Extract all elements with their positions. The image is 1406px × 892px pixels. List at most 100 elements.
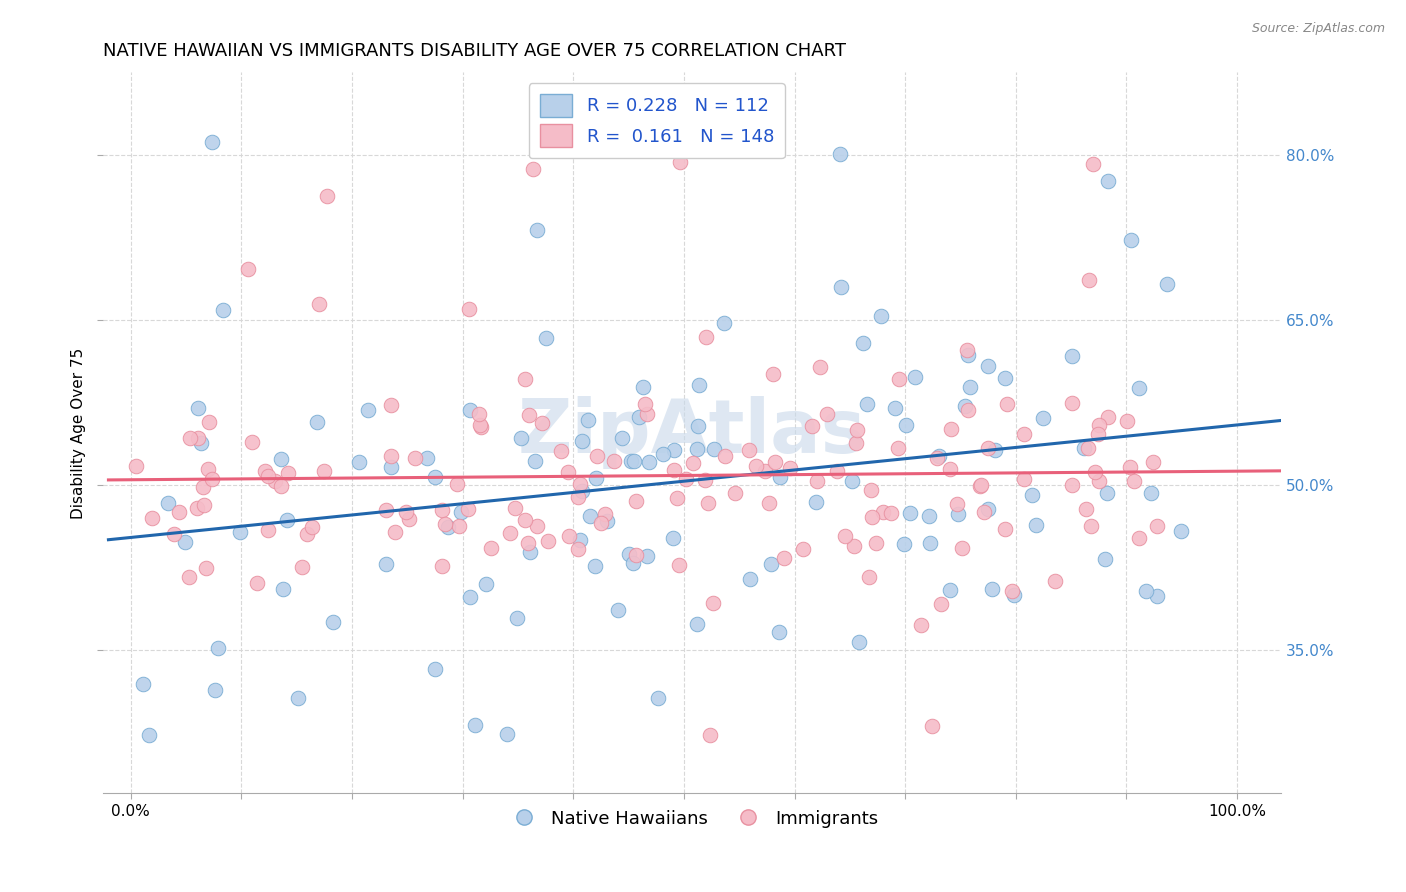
Point (627, 410, 650, 425)
Point (254, 464, 277, 478)
Point (675, 472, 697, 486)
Text: Source: ZipAtlas.com: Source: ZipAtlas.com (1251, 22, 1385, 36)
Legend: Native Hawaiians, Immigrants: Native Hawaiians, Immigrants (499, 802, 886, 835)
Point (1123, 475, 1146, 489)
Point (1140, 486, 1163, 500)
Point (623, 454, 645, 468)
Point (479, 541, 502, 555)
Point (754, 464, 776, 478)
Point (132, 677, 155, 691)
Point (211, 302, 233, 317)
Point (468, 418, 491, 433)
Point (308, 297, 330, 311)
Point (186, 501, 208, 516)
Point (918, 536, 941, 550)
Point (1156, 277, 1178, 291)
Point (201, 472, 224, 486)
Point (950, 541, 973, 555)
Point (815, 407, 838, 421)
Point (984, 443, 1007, 458)
Point (173, 534, 195, 549)
Point (761, 367, 783, 381)
Point (860, 510, 883, 524)
Point (714, 449, 737, 463)
Point (633, 379, 655, 393)
Point (593, 508, 616, 522)
Text: ZipAtlas: ZipAtlas (517, 396, 866, 469)
Point (904, 370, 927, 384)
Point (530, 416, 553, 430)
Point (668, 155, 690, 169)
Point (287, 690, 309, 705)
Point (620, 454, 643, 468)
Point (1084, 465, 1107, 479)
Point (686, 419, 709, 434)
Point (697, 496, 720, 510)
Point (884, 401, 907, 415)
Point (446, 477, 468, 491)
Point (228, 525, 250, 540)
Point (1097, 410, 1119, 425)
Point (558, 529, 581, 543)
Point (682, 456, 704, 470)
Point (141, 511, 163, 525)
Point (825, 465, 848, 479)
Point (808, 360, 831, 375)
Point (842, 539, 865, 553)
Point (513, 371, 536, 385)
Point (637, 455, 659, 469)
Point (880, 506, 903, 520)
Point (768, 470, 790, 484)
Point (1002, 588, 1025, 602)
Point (1094, 552, 1116, 566)
Point (1146, 519, 1168, 533)
Point (193, 498, 215, 512)
Point (395, 505, 418, 519)
Point (1074, 502, 1097, 516)
Point (569, 533, 592, 548)
Point (910, 618, 932, 632)
Point (163, 527, 186, 541)
Point (585, 470, 607, 484)
Point (349, 455, 371, 469)
Point (167, 505, 190, 519)
Y-axis label: Disability Age Over 75: Disability Age Over 75 (72, 347, 86, 518)
Point (571, 434, 593, 448)
Point (138, 728, 160, 742)
Point (526, 518, 548, 533)
Point (661, 531, 683, 545)
Point (1088, 475, 1111, 489)
Point (939, 461, 962, 475)
Point (994, 371, 1017, 385)
Point (806, 475, 828, 489)
Point (724, 486, 747, 500)
Point (1128, 532, 1150, 546)
Point (870, 309, 893, 323)
Point (270, 479, 292, 493)
Point (524, 454, 547, 468)
Point (859, 483, 882, 498)
Point (384, 524, 406, 539)
Point (510, 431, 533, 445)
Point (759, 557, 782, 571)
Point (271, 582, 294, 596)
Point (470, 419, 492, 434)
Point (662, 443, 685, 458)
Point (450, 505, 472, 519)
Point (264, 474, 287, 488)
Point (515, 513, 537, 527)
Point (322, 615, 344, 629)
Point (887, 442, 910, 456)
Point (458, 590, 481, 604)
Point (1081, 157, 1104, 171)
Point (603, 453, 626, 467)
Point (1060, 349, 1083, 363)
Point (191, 479, 214, 493)
Point (872, 504, 894, 518)
Point (865, 536, 887, 550)
Point (830, 279, 852, 293)
Point (1073, 441, 1095, 455)
Point (626, 493, 648, 508)
Point (623, 556, 645, 570)
Point (1146, 589, 1168, 603)
